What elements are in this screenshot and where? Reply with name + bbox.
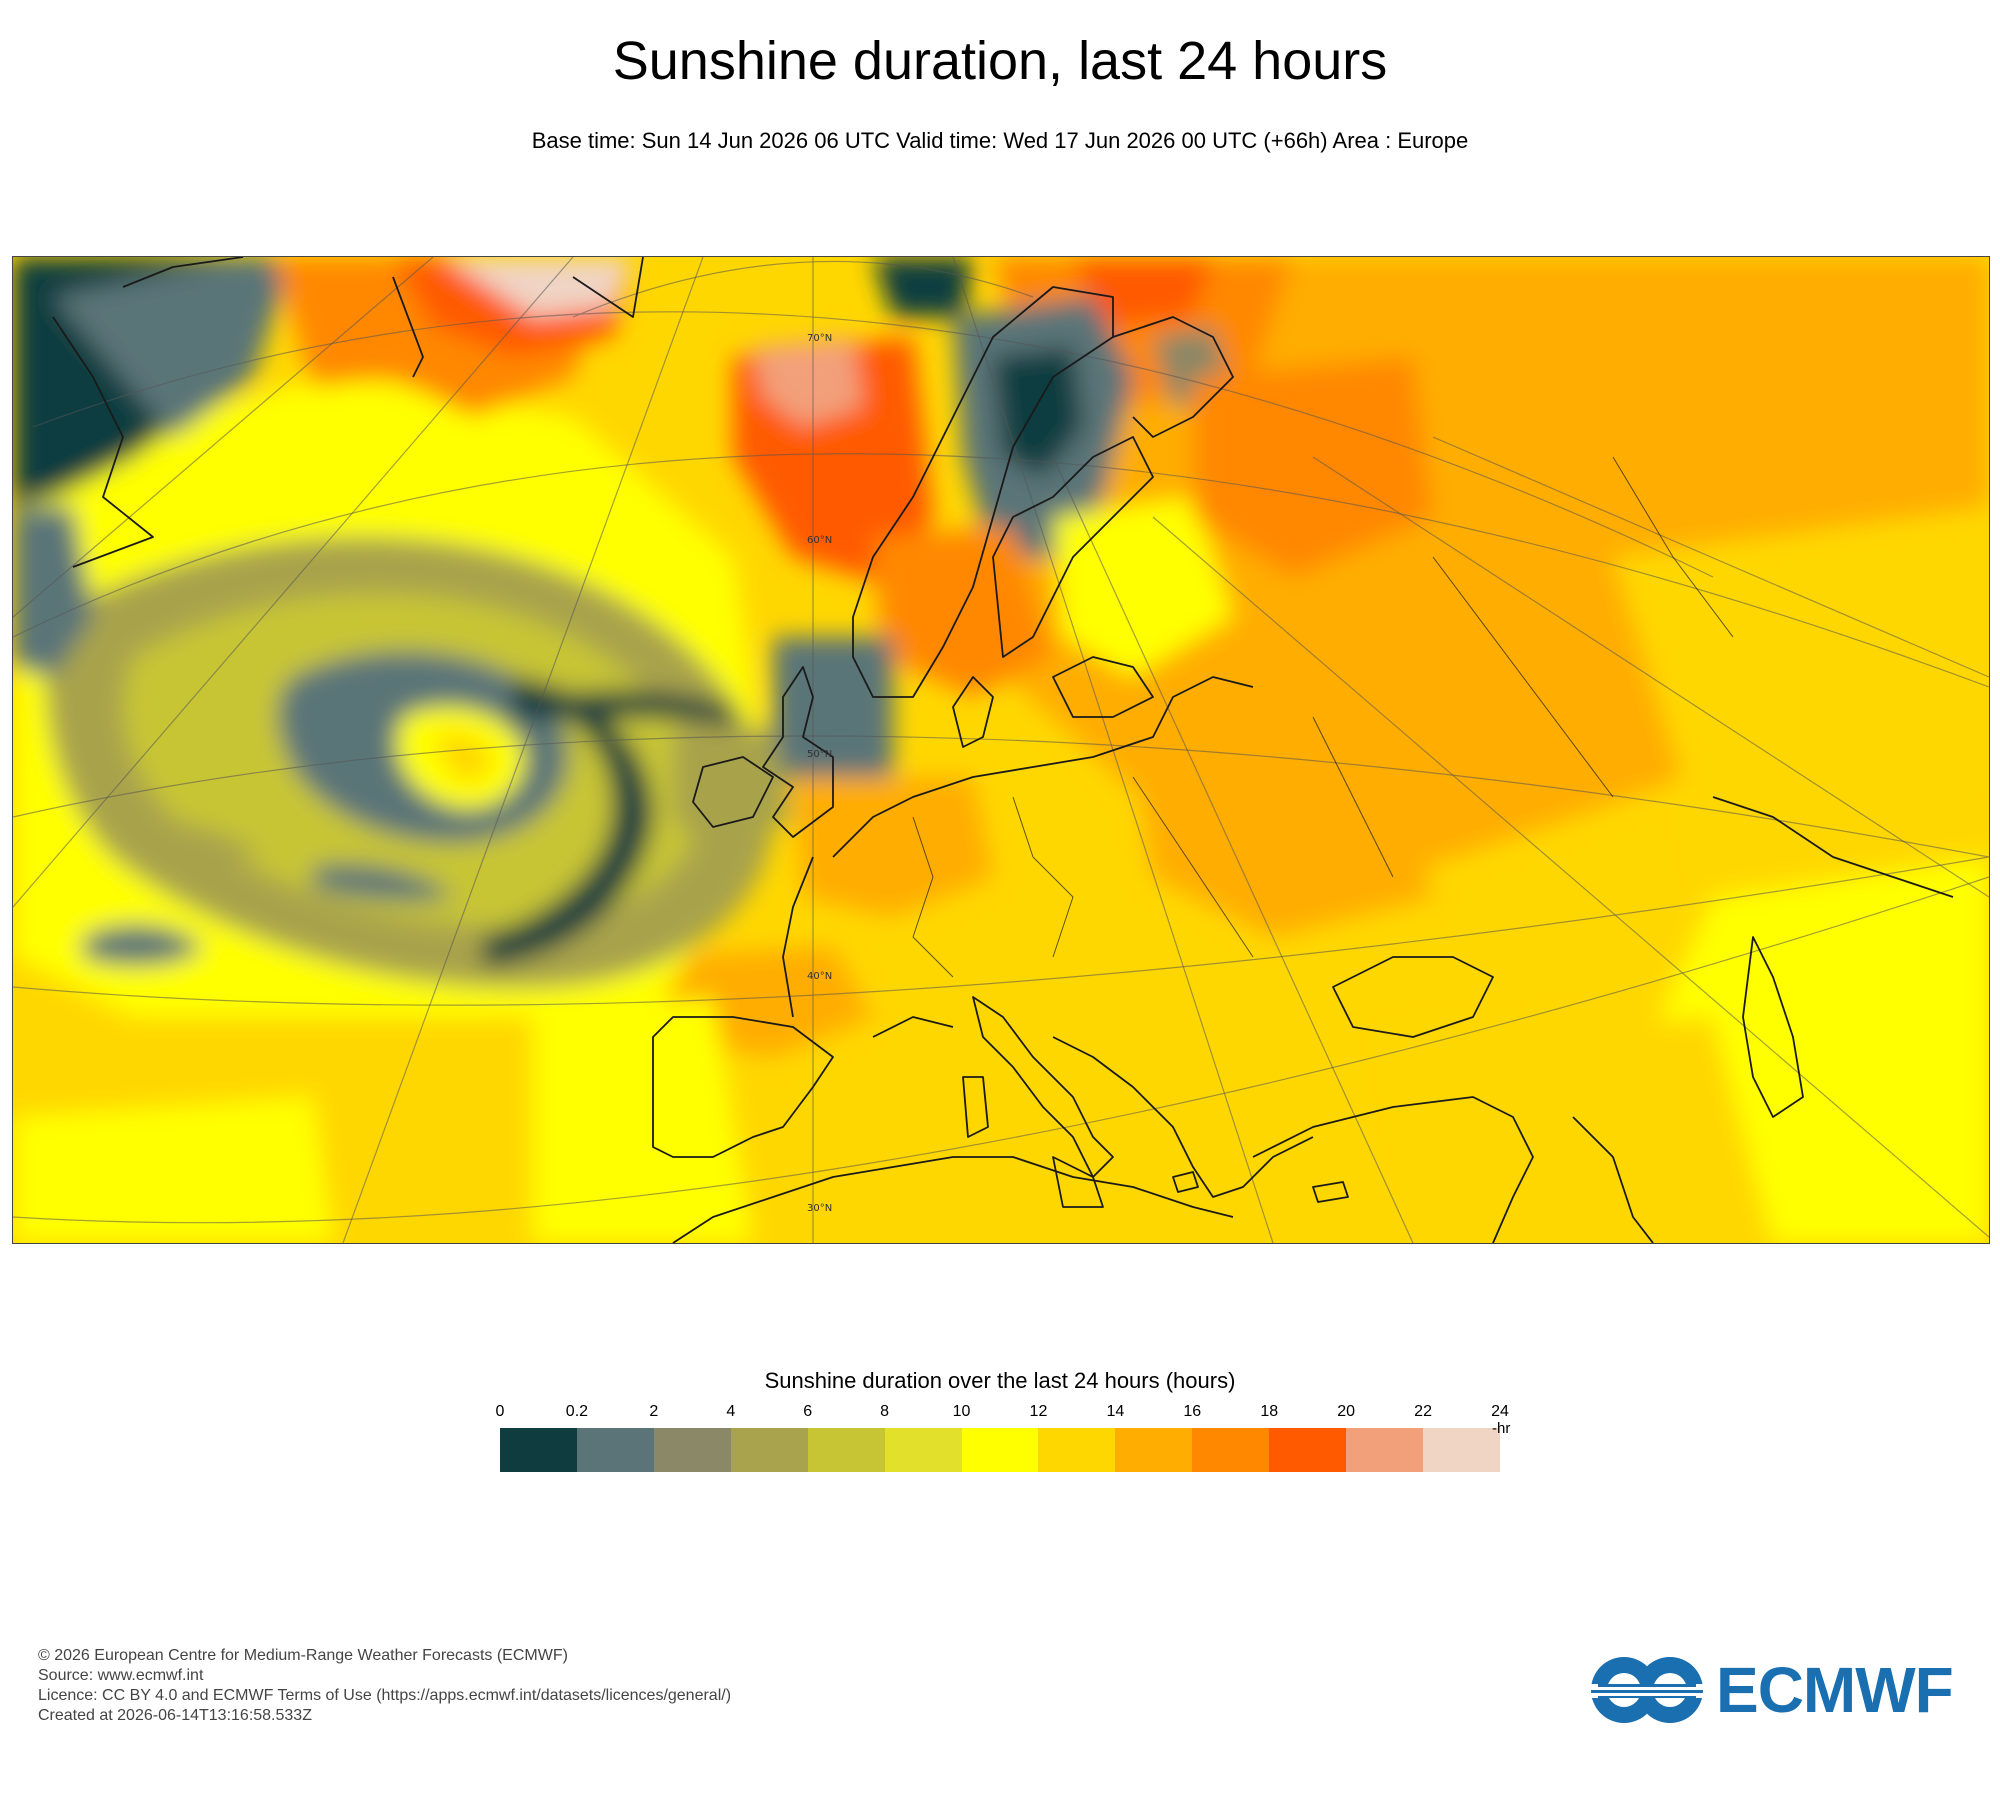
ecmwf-logo-icon	[1588, 1657, 1706, 1723]
legend-swatch-12	[1423, 1428, 1500, 1472]
legend-swatch-10	[1269, 1428, 1347, 1472]
legend-swatch-4	[807, 1428, 885, 1472]
lat-label-70: 70°N	[807, 333, 832, 344]
ecmwf-logo-text: ECMWF	[1716, 1654, 1954, 1726]
lat-label-60: 60°N	[807, 535, 832, 546]
legend-unit: -hr	[1492, 1420, 1511, 1437]
legend-swatch-9	[1192, 1428, 1270, 1472]
legend-swatch-1	[576, 1428, 654, 1472]
footer-source: Source: www.ecmwf.int	[38, 1667, 204, 1684]
legend-tick-label: 22	[1414, 1403, 1432, 1420]
legend-tick-label: 20	[1337, 1403, 1356, 1420]
legend-swatch-7	[1038, 1428, 1116, 1472]
legend-swatch-0	[500, 1428, 577, 1472]
footer-created: Created at 2026-06-14T13:16:58.533Z	[38, 1707, 312, 1724]
legend-tick-label: 4	[726, 1403, 736, 1420]
legend-title: Sunshine duration over the last 24 hours…	[764, 1368, 1236, 1393]
legend-swatch-3	[730, 1428, 808, 1472]
footer-licence: Licence: CC BY 4.0 and ECMWF Terms of Us…	[38, 1687, 732, 1704]
footer: © 2026 European Centre for Medium-Range …	[38, 1646, 731, 1726]
footer-copyright: © 2026 European Centre for Medium-Range …	[38, 1647, 568, 1664]
legend-tick-label: 0	[495, 1403, 505, 1420]
legend-tick-label: 24	[1491, 1403, 1509, 1420]
legend-tick-label: 2	[649, 1403, 659, 1420]
chart-title: Sunshine duration, last 24 hours	[612, 31, 1388, 91]
sunshine-map: 70°N 60°N 50°N 40°N 30°N	[12, 256, 1990, 1244]
legend-swatch-6	[961, 1428, 1039, 1472]
legend-tick-label: 16	[1183, 1403, 1202, 1420]
legend-swatch-5	[884, 1428, 962, 1472]
legend-swatch-11	[1346, 1428, 1424, 1472]
legend-tick-label: 14	[1106, 1403, 1125, 1420]
lat-label-30: 30°N	[807, 1203, 832, 1214]
legend-swatch-2	[653, 1428, 731, 1472]
legend-colorbar	[500, 1428, 1500, 1472]
legend-tick-label: 8	[880, 1403, 890, 1420]
legend-tick-label: 6	[803, 1403, 813, 1420]
legend-tick-label: 0.2	[565, 1403, 589, 1420]
legend-tick-label: 10	[952, 1403, 971, 1420]
lat-label-50: 50°N	[807, 749, 832, 760]
chart-subtitle: Base time: Sun 14 Jun 2026 06 UTC Valid …	[531, 128, 1469, 153]
legend-tick-label: 18	[1260, 1403, 1279, 1420]
legend-swatch-8	[1115, 1428, 1193, 1472]
legend-tick-label: 12	[1029, 1403, 1048, 1420]
ecmwf-logo: ECMWF	[1588, 1654, 1964, 1726]
lat-label-40: 40°N	[807, 971, 832, 982]
